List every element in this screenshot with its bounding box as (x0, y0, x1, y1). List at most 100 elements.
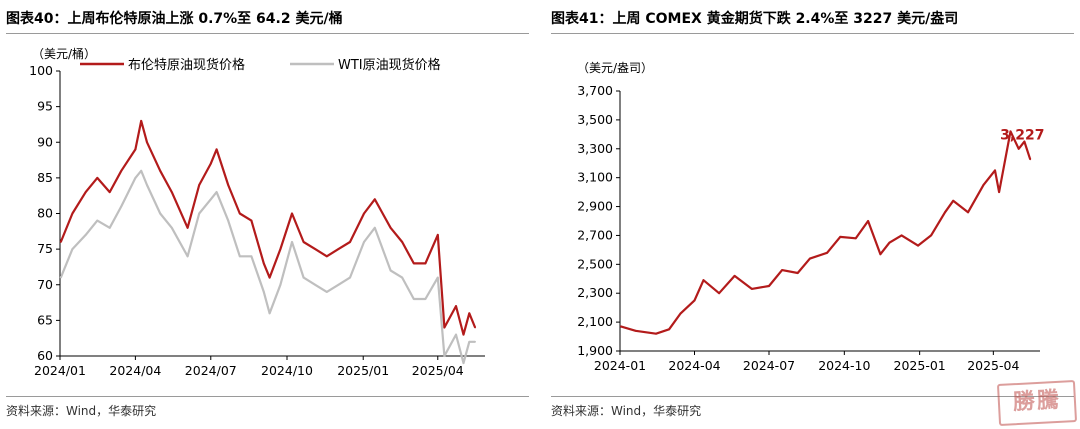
data-point (619, 325, 622, 328)
data-point (227, 219, 230, 222)
y-axis-unit-label: （美元/盎司） (577, 61, 653, 75)
data-point (146, 141, 148, 144)
y-tick-label: 65 (37, 312, 53, 327)
data-point (186, 255, 189, 258)
data-point (944, 211, 946, 214)
data-point (474, 340, 476, 343)
data-point (796, 272, 799, 274)
data-point (412, 298, 415, 300)
data-point (750, 288, 753, 290)
watermark-stamp-logo: 勝騰 (996, 379, 1078, 427)
data-point (279, 283, 282, 286)
data-point (96, 219, 99, 222)
x-tick-label: 2024-04 (668, 358, 720, 373)
data-point (436, 234, 439, 236)
data-point (679, 312, 682, 315)
left-bottom-divider (6, 396, 529, 397)
data-point (468, 340, 471, 343)
y-tick-label: 70 (37, 277, 53, 292)
data-point (455, 305, 457, 307)
data-point (134, 177, 137, 179)
data-point (134, 148, 137, 151)
left-figure-caption: 上周布伦特原油上涨 0.7%至 64.2 美元/桶 (67, 11, 343, 27)
x-tick-label: 2025/04 (412, 363, 464, 378)
y-tick-label: 90 (37, 134, 53, 149)
data-point (108, 191, 111, 194)
series-line-1 (620, 130, 1032, 335)
gold-price-chart: （美元/盎司） 3,700 3,500 3,300 3,100 2,900 2,700 2,5… (577, 61, 1044, 373)
data-point (994, 169, 996, 172)
data-point (238, 255, 241, 258)
x-tick-label: 2024-07 (743, 358, 795, 373)
data-point (108, 226, 111, 229)
last-value-annotation: 3,227 (1000, 127, 1044, 143)
data-point (262, 262, 265, 265)
right-figure-caption: 上周 COMEX 黄金期货下跌 2.4%至 3227 美元/盎司 (612, 11, 959, 27)
data-point (325, 291, 328, 293)
y-tick-label: 2,900 (577, 199, 613, 214)
left-figure-title: 图表40：上周布伦特原油上涨 0.7%至 64.2 美元/桶 (6, 8, 343, 28)
y-tick-label: 2,300 (577, 285, 613, 300)
data-point (349, 276, 351, 279)
x-tick-label: 2025-04 (967, 358, 1019, 373)
data-point (401, 276, 404, 279)
y-tick-label: 3,100 (577, 170, 613, 185)
data-point (655, 332, 657, 335)
data-point (443, 355, 446, 357)
y-tick-label: 75 (37, 241, 53, 256)
left-top-divider (6, 33, 529, 34)
data-point (209, 162, 212, 165)
data-point (120, 169, 123, 172)
right-figure-number: 图表41： (551, 11, 613, 27)
y-tick-label: 2,500 (577, 256, 613, 271)
data-point (1029, 158, 1032, 161)
y-tick-label: 2,100 (577, 314, 613, 329)
data-point (462, 362, 465, 364)
data-point (424, 262, 427, 265)
data-point (363, 241, 365, 243)
data-point (826, 251, 828, 254)
data-point (170, 226, 173, 229)
data-point (170, 191, 173, 194)
x-tick-label: 2025-01 (894, 358, 946, 373)
data-point (389, 226, 392, 229)
data-point (867, 220, 869, 222)
data-point (809, 257, 811, 260)
data-point (668, 328, 670, 331)
data-point (314, 248, 317, 251)
data-point (401, 241, 404, 243)
data-point (71, 212, 74, 215)
data-point (262, 291, 265, 293)
y-tick-label: 60 (37, 348, 53, 363)
x-tick-label: 2025/01 (337, 363, 389, 378)
data-point (159, 169, 162, 172)
data-point (120, 205, 123, 208)
data-point (900, 234, 903, 237)
data-point (879, 253, 882, 256)
data-point (250, 255, 253, 258)
data-point (718, 292, 720, 295)
data-point (930, 234, 932, 237)
data-point (854, 237, 857, 240)
data-point (781, 269, 783, 271)
right-bottom-divider (551, 396, 1074, 397)
data-point (140, 120, 143, 122)
left-figure-number: 图表40： (6, 11, 68, 27)
data-point (424, 298, 427, 300)
left-source-note: 资料来源：Wind，华泰研究 (6, 404, 157, 418)
data-point (159, 212, 162, 215)
x-tick-label: 2024-10 (818, 358, 870, 373)
data-point (702, 279, 705, 282)
data-point (998, 191, 1000, 194)
data-point (917, 244, 919, 247)
data-point (733, 275, 736, 277)
data-point (839, 236, 842, 238)
data-point (59, 241, 62, 243)
y-tick-label: 100 (29, 63, 53, 78)
data-point (634, 329, 637, 332)
data-point (768, 285, 770, 287)
data-point (1023, 140, 1026, 143)
y-tick-label: 85 (37, 170, 53, 185)
data-point (215, 148, 218, 151)
data-point (436, 276, 439, 279)
